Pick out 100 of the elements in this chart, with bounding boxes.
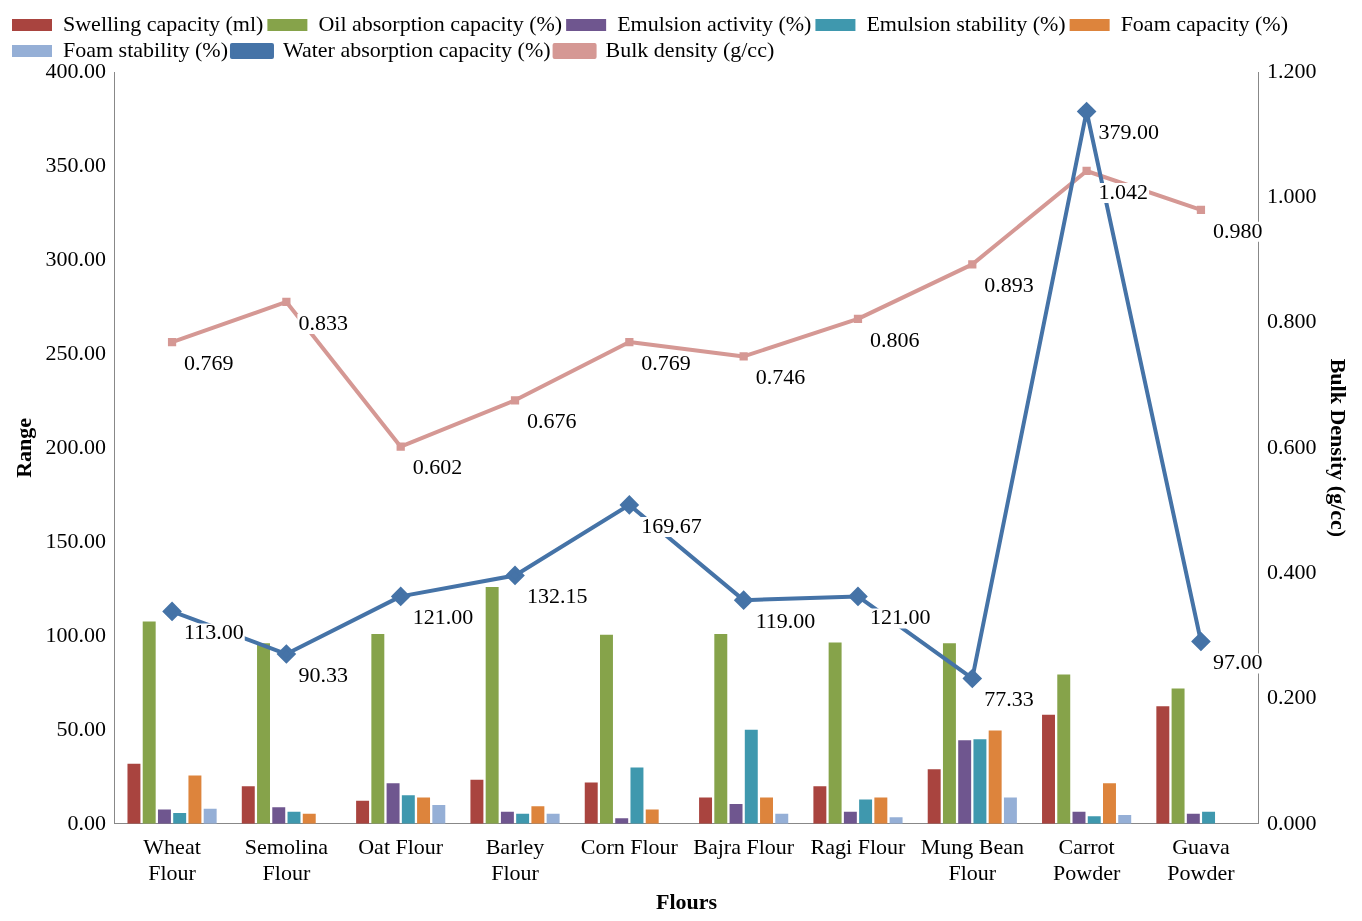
bar xyxy=(630,767,644,824)
data-label: 0.769 xyxy=(641,349,691,375)
data-label: 119.00 xyxy=(755,607,816,633)
data-label: 379.00 xyxy=(1098,119,1160,145)
y-tick-label: 200.00 xyxy=(45,433,106,459)
legend-label: Emulsion activity (%) xyxy=(617,10,812,36)
bar xyxy=(1202,811,1216,824)
bar xyxy=(600,634,613,824)
y2-tick-label: 1.000 xyxy=(1267,183,1317,209)
point xyxy=(853,314,863,323)
bar xyxy=(714,633,728,824)
legend-label: Emulsion stability (%) xyxy=(866,10,1066,36)
bar xyxy=(272,807,286,824)
bar xyxy=(432,805,446,824)
x-tick-label: Ragi Flour xyxy=(810,833,907,859)
data-label: 132.15 xyxy=(527,583,588,609)
bar xyxy=(188,775,202,824)
y-tick-label: 350.00 xyxy=(45,151,106,177)
bar xyxy=(828,642,842,824)
y-tick-label: 300.00 xyxy=(45,245,106,271)
data-label: 0.893 xyxy=(984,272,1034,298)
x-tick-label: Guava Powder xyxy=(1167,833,1236,886)
data-label: 97.00 xyxy=(1212,649,1263,675)
bar xyxy=(356,800,370,824)
x-tick-label: Oat Flour xyxy=(358,833,444,859)
x-tick-label: Semolina Flour xyxy=(244,833,329,886)
bar xyxy=(973,739,987,824)
bar xyxy=(859,799,873,824)
x-tick-label: Bajra Flour xyxy=(693,833,795,859)
y-tick-label: 100.00 xyxy=(45,621,106,647)
x-tick-label: Corn Flour xyxy=(580,833,679,859)
bar xyxy=(203,808,217,824)
point xyxy=(167,337,177,347)
y2-tick-label: 0.200 xyxy=(1267,684,1317,710)
x-axis-title: Flours xyxy=(655,889,718,915)
bar xyxy=(942,643,956,824)
data-label: 0.980 xyxy=(1212,217,1263,243)
x-tick-label: Mung Bean Flour xyxy=(920,833,1024,886)
bar xyxy=(874,797,888,824)
data-label: 0.806 xyxy=(869,326,920,352)
x-tick-label: Wheat Flour xyxy=(143,833,201,886)
legend-label: Bulk density (g/cc) xyxy=(605,36,775,62)
bar xyxy=(1042,714,1055,824)
data-label: 0.746 xyxy=(755,364,806,390)
data-label: 169.67 xyxy=(641,512,702,538)
point xyxy=(620,495,639,514)
data-label: 113.00 xyxy=(184,619,244,645)
data-label: 0.602 xyxy=(412,454,463,480)
bar xyxy=(760,797,773,824)
bar xyxy=(257,643,270,824)
y2-tick-label: 0.000 xyxy=(1267,809,1317,835)
legend-label: Water absorption capacity (%) xyxy=(282,36,551,62)
bar xyxy=(645,809,659,824)
data-label: 0.676 xyxy=(527,408,577,434)
point xyxy=(968,260,977,269)
point xyxy=(277,645,296,664)
bar xyxy=(729,804,743,824)
point xyxy=(739,352,748,361)
bar xyxy=(173,812,187,824)
y2-tick-label: 0.600 xyxy=(1267,433,1317,459)
y-tick-label: 50.00 xyxy=(56,715,106,741)
point xyxy=(1196,205,1206,214)
y-axis-title: Range xyxy=(10,417,36,478)
bar xyxy=(531,806,545,824)
bar xyxy=(584,782,598,824)
y-tick-label: 250.00 xyxy=(45,339,106,365)
bar xyxy=(775,813,789,824)
y2-tick-label: 0.800 xyxy=(1267,308,1317,334)
bar xyxy=(417,797,431,824)
point xyxy=(848,587,867,606)
legend-label: Oil absorption capacity (%) xyxy=(318,10,563,36)
point xyxy=(963,669,982,688)
bar xyxy=(1003,797,1017,824)
bar xyxy=(485,586,499,824)
legend-label: Foam capacity (%) xyxy=(1120,10,1289,36)
bar xyxy=(401,795,415,824)
bar xyxy=(958,740,972,824)
bar xyxy=(1171,688,1185,824)
point xyxy=(1077,102,1096,121)
bar xyxy=(241,786,255,824)
bar xyxy=(142,621,156,824)
y2-axis-title: Bulk Density (g/cc) xyxy=(1326,358,1352,538)
bar xyxy=(1186,813,1200,824)
point xyxy=(506,566,525,585)
bar xyxy=(813,786,827,824)
point xyxy=(282,297,291,307)
point xyxy=(391,587,410,606)
bar xyxy=(1103,783,1116,824)
point xyxy=(510,396,520,405)
point xyxy=(396,442,405,451)
bar xyxy=(302,813,316,824)
data-label: 121.00 xyxy=(412,604,474,630)
y2-tick-label: 0.400 xyxy=(1267,558,1317,584)
bar xyxy=(988,730,1002,824)
point xyxy=(1082,166,1091,176)
bar xyxy=(157,809,171,824)
y-tick-label: 150.00 xyxy=(45,527,106,553)
bar xyxy=(927,769,941,824)
data-label: 77.33 xyxy=(984,686,1034,712)
bar xyxy=(1118,814,1132,824)
